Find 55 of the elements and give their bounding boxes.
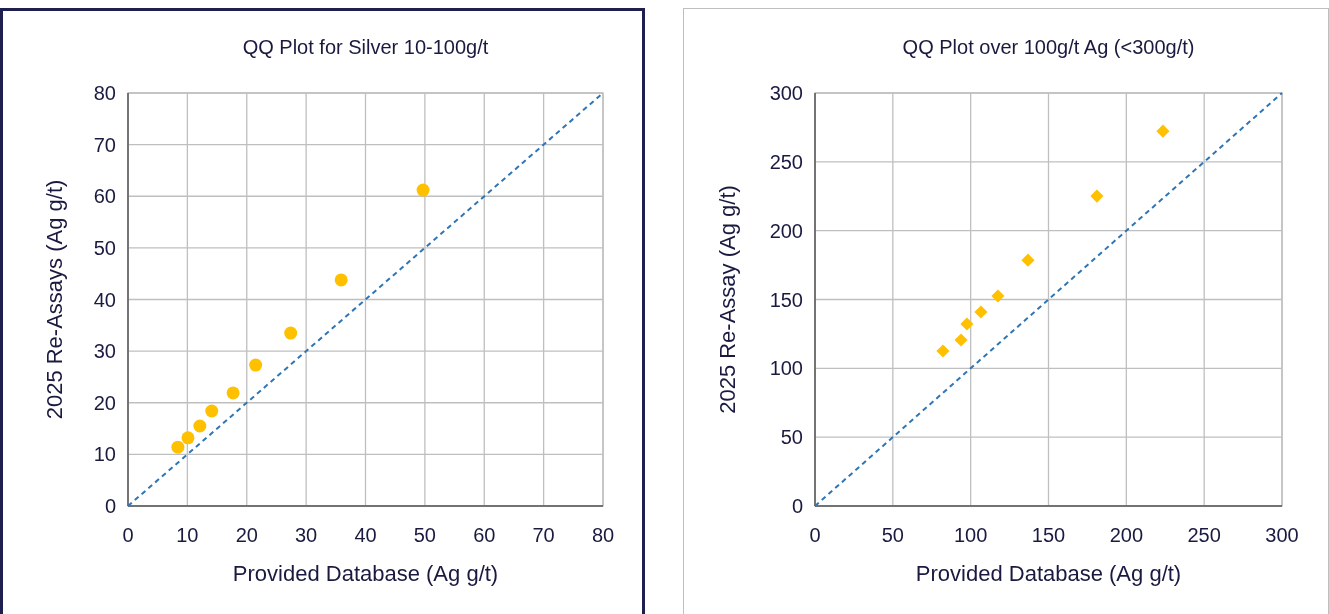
x-axis-title: Provided Database (Ag g/t) — [232, 561, 499, 586]
y-tick-label: 200 — [769, 219, 803, 242]
point — [960, 317, 974, 331]
x-tick-label: 80 — [591, 524, 615, 546]
y-tick-label: 0 — [104, 495, 116, 517]
y-tick-label: 40 — [93, 288, 116, 311]
x-tick-label: 50 — [413, 524, 436, 546]
y-tick-label: 50 — [93, 236, 116, 259]
point — [171, 440, 185, 454]
x-tick-label: 70 — [532, 524, 555, 546]
point — [1156, 124, 1170, 138]
y-tick-label: 50 — [780, 426, 803, 449]
y-tick-label: 300 — [769, 82, 803, 104]
x-tick-label: 50 — [881, 524, 904, 546]
x-tick-label: 10 — [176, 524, 199, 546]
point — [416, 183, 430, 197]
point — [954, 333, 968, 347]
y-tick-label: 0 — [791, 495, 803, 517]
x-tick-label: 100 — [953, 524, 988, 546]
x-tick-label: 0 — [809, 524, 821, 546]
point — [205, 404, 219, 418]
point — [226, 386, 240, 400]
x-tick-label: 40 — [354, 524, 377, 546]
y-tick-label: 80 — [93, 82, 116, 104]
y-tick-label: 30 — [93, 340, 116, 363]
point — [284, 326, 298, 340]
point — [334, 273, 348, 287]
y-tick-label: 100 — [769, 357, 803, 380]
x-tick-label: 150 — [1031, 524, 1066, 546]
point — [974, 305, 988, 319]
chart-title: QQ Plot for Silver 10-100g/t — [242, 36, 489, 58]
y-tick-label: 10 — [93, 443, 116, 466]
x-tick-label: 200 — [1109, 524, 1144, 546]
x-tick-label: 60 — [473, 524, 496, 546]
y-axis-title: 2025 Re-Assays (Ag g/t) — [42, 179, 67, 420]
x-tick-label: 250 — [1187, 524, 1221, 546]
y-tick-label: 250 — [769, 150, 803, 173]
point — [249, 358, 263, 372]
y-axis-title: 2025 Re-Assay (Ag g/t) — [715, 185, 740, 414]
point — [193, 419, 207, 433]
x-tick-label: 0 — [122, 524, 134, 546]
x-tick-label: 30 — [295, 524, 318, 546]
y-tick-label: 60 — [93, 185, 116, 208]
point — [991, 289, 1005, 303]
y-tick-label: 70 — [93, 133, 116, 156]
point — [1090, 189, 1104, 203]
y-tick-label: 20 — [93, 391, 116, 414]
point — [936, 344, 950, 358]
point — [181, 431, 195, 445]
x-tick-label: 20 — [235, 524, 258, 546]
chart-title: QQ Plot over 100g/t Ag (<300g/t) — [902, 36, 1195, 58]
point — [1021, 253, 1035, 267]
y-tick-label: 150 — [769, 288, 803, 311]
x-tick-label: 300 — [1265, 524, 1299, 546]
x-axis-title: Provided Database (Ag g/t) — [915, 561, 1182, 586]
